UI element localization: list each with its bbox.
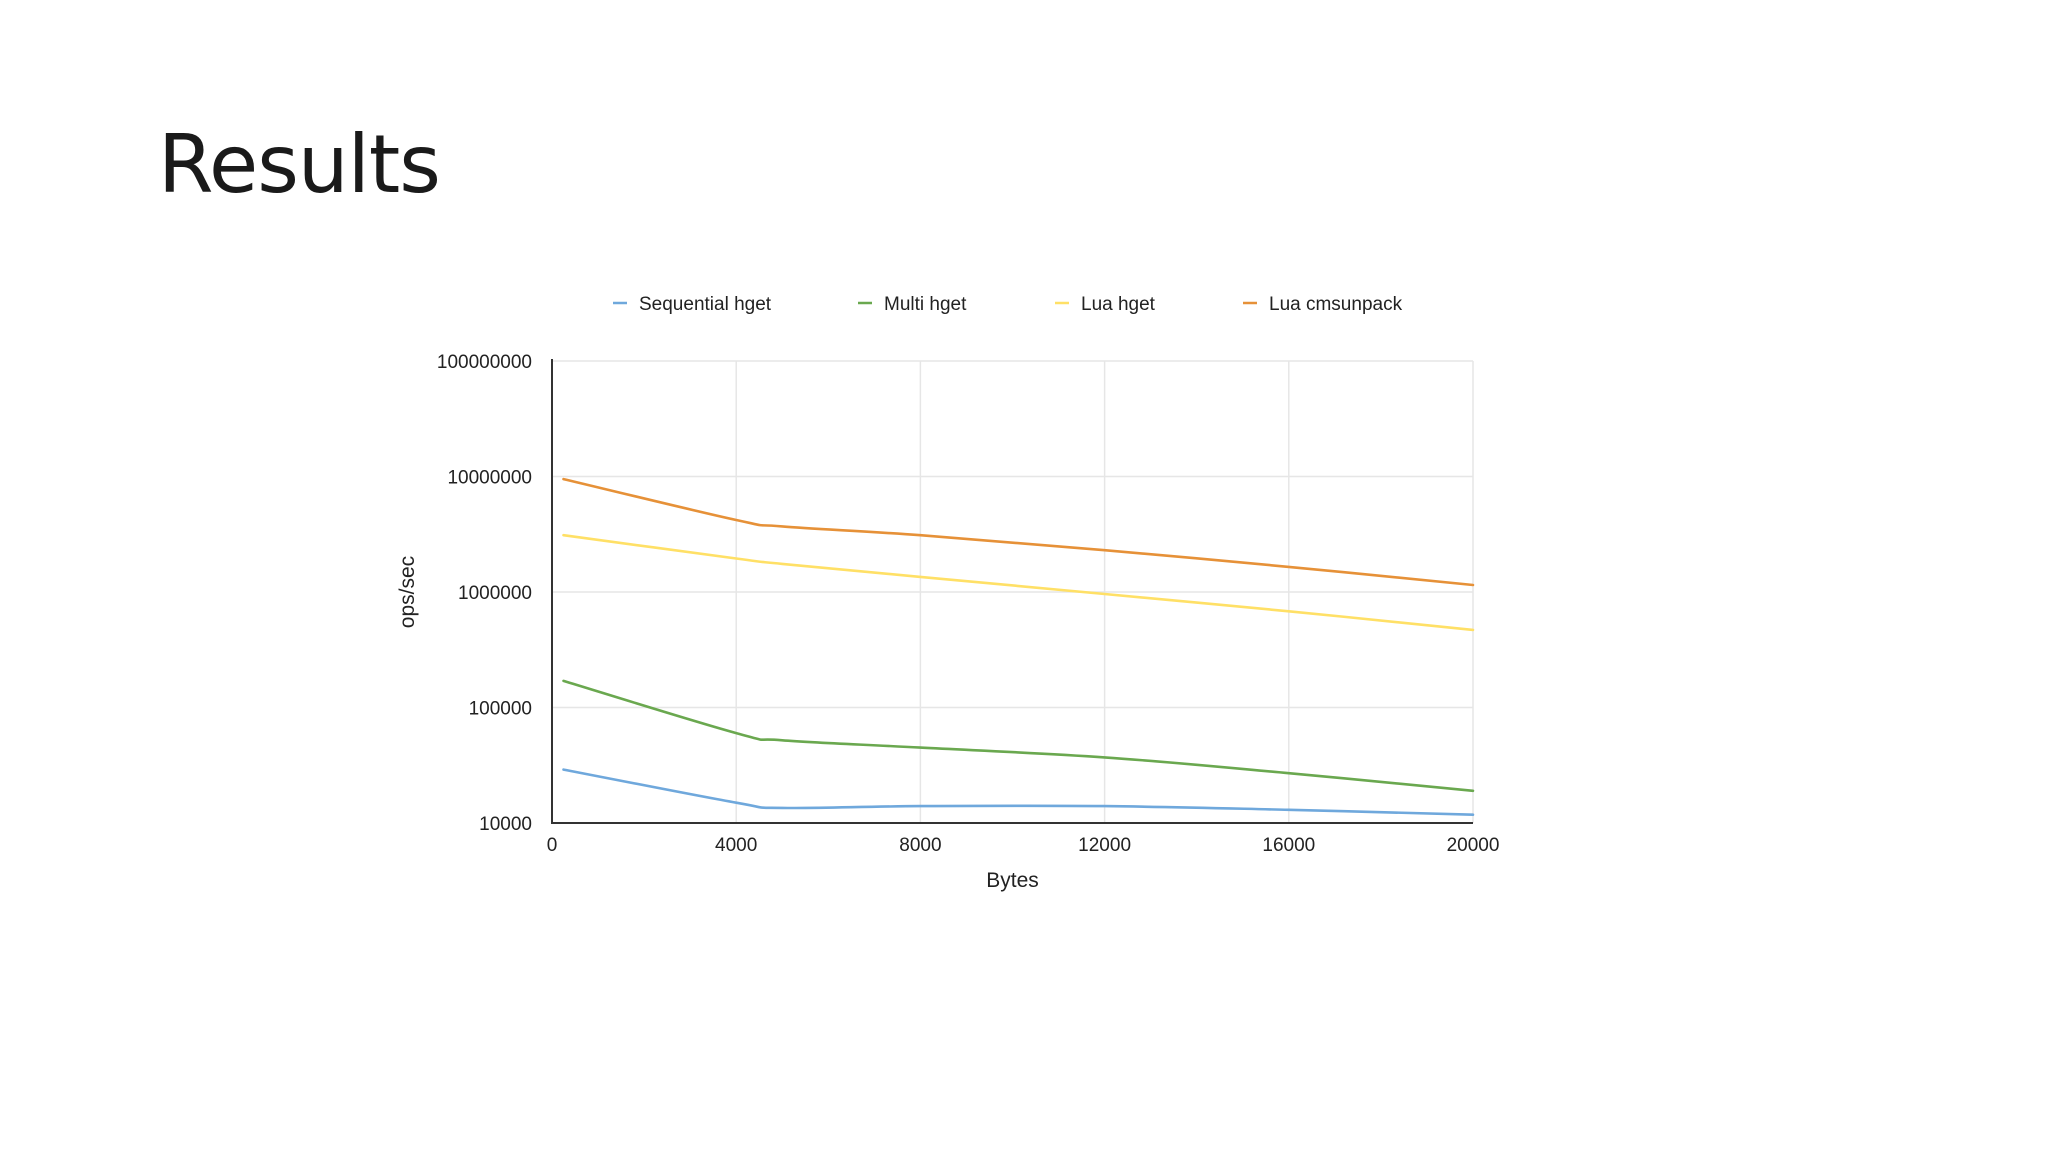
y-tick-label: 100000 — [469, 699, 532, 720]
x-tick-label: 16000 — [1262, 835, 1315, 856]
x-axis-label: Bytes — [986, 869, 1039, 892]
legend: Sequential hget Multi hget Lua hget Lua cms… — [613, 294, 1403, 315]
series-line-multi-hget — [562, 679, 1475, 793]
slide-title: Results — [158, 118, 441, 211]
series-lines — [562, 477, 1475, 816]
x-tick-label: 4000 — [715, 835, 757, 856]
legend-label-sequential-hget: Sequential hget — [639, 294, 772, 315]
series-line-sequential-hget — [562, 768, 1475, 816]
x-tick-label: 8000 — [899, 835, 941, 856]
x-tick-label: 12000 — [1078, 835, 1131, 856]
grid — [551, 360, 1474, 824]
x-tick-label: 0 — [547, 835, 558, 856]
y-tick-label: 10000000 — [447, 468, 532, 489]
axes — [551, 359, 1473, 824]
y-tick-label: 100000000 — [437, 352, 532, 373]
legend-label-lua-hget: Lua hget — [1081, 294, 1156, 315]
legend-label-multi-hget: Multi hget — [884, 294, 967, 315]
series-line-lua-hget — [562, 533, 1475, 632]
y-axis-label: ops/sec — [396, 556, 419, 628]
legend-label-lua-cmsunpack: Lua cmsunpack — [1269, 294, 1403, 315]
series-line-lua-cmsunpack — [562, 477, 1475, 587]
x-tick-label: 20000 — [1447, 835, 1500, 856]
x-tick-labels: 0 4000 8000 12000 16000 20000 — [547, 835, 1500, 856]
y-tick-label: 10000 — [479, 814, 532, 835]
y-tick-label: 1000000 — [458, 583, 532, 604]
y-tick-labels: 100000000 10000000 1000000 100000 10000 — [437, 352, 532, 835]
